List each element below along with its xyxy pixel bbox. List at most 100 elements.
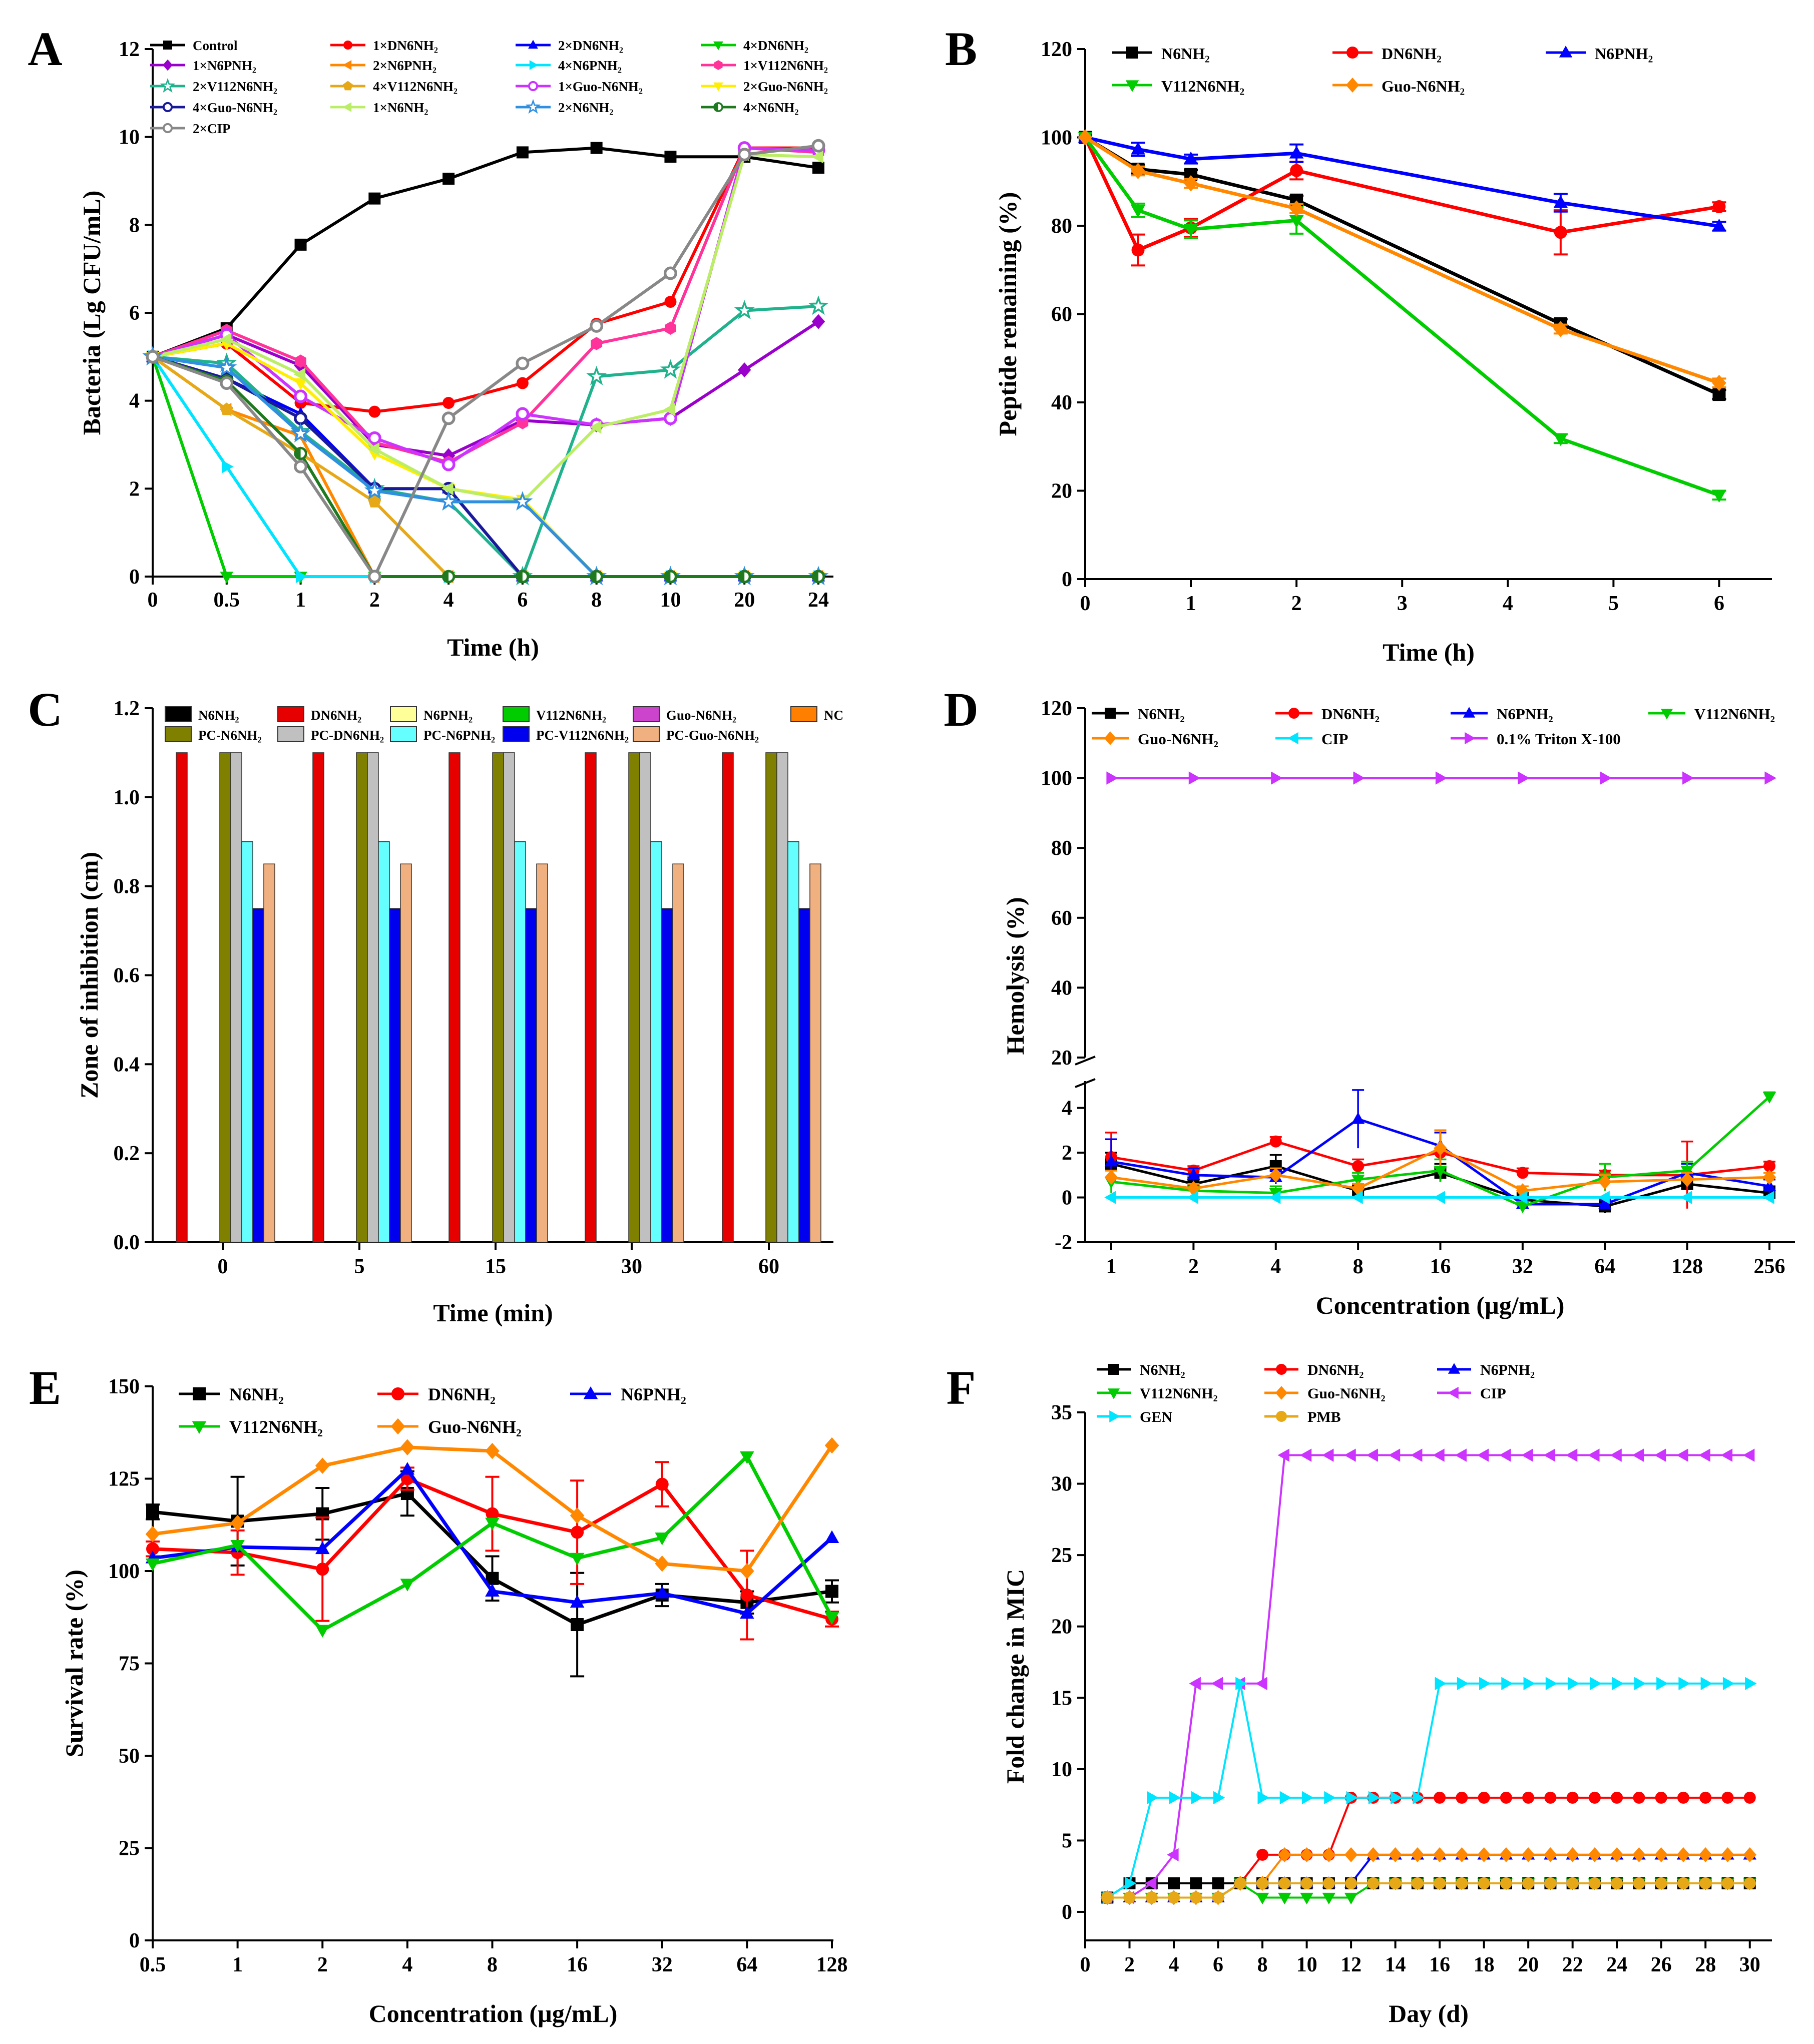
legend-item: N6NH₂ — [179, 1384, 284, 1404]
legend-label: DN6NH₂ — [311, 708, 361, 723]
data-point — [1712, 200, 1726, 214]
data-point — [1346, 1791, 1358, 1805]
data-point — [1300, 1892, 1313, 1905]
data-point — [586, 365, 607, 385]
x-tick-label: 6 — [1213, 1953, 1223, 1976]
legend-item: PC-N6PNH₂ — [390, 726, 495, 743]
data-point — [571, 1525, 584, 1539]
data-point — [825, 1585, 838, 1598]
bar — [722, 752, 734, 1243]
legend-item: DN6NH₂ — [277, 706, 361, 723]
data-point — [1434, 1166, 1447, 1178]
y-axis-label: Peptide remaining (%) — [994, 192, 1022, 436]
data-point — [1499, 1847, 1513, 1862]
data-point — [1145, 1891, 1158, 1904]
data-point — [368, 405, 381, 418]
series-line — [1107, 1882, 1750, 1899]
x-tick-label: 64 — [1594, 1255, 1615, 1278]
data-point — [1699, 1791, 1712, 1804]
legend-label: DN6NH₂ — [1307, 1362, 1364, 1378]
y-tick-label: 12 — [119, 38, 140, 61]
data-point — [1345, 1877, 1357, 1889]
y-tick-label: 0.6 — [114, 964, 140, 987]
data-point — [367, 442, 379, 456]
data-point — [146, 1542, 159, 1556]
bar — [263, 863, 275, 1243]
y-tick-label: 8 — [129, 214, 140, 237]
series-9 — [252, 908, 810, 1243]
y-tick-label: 6 — [129, 302, 140, 325]
legend-item: 1×N6NH₂ — [330, 100, 428, 115]
data-point — [1610, 1847, 1624, 1862]
data-point — [1183, 224, 1198, 237]
legend-item: 1×V112N6NH₂ — [701, 58, 828, 73]
legend-label: PC-Guo-N6NH₂ — [666, 728, 759, 743]
data-point — [442, 397, 455, 409]
y-tick-label: 0.0 — [114, 1231, 140, 1254]
data-point — [1389, 1847, 1402, 1862]
y-axis-label: Fold change in MIC — [1001, 1569, 1029, 1784]
legend-label: V112N6NH₂ — [536, 708, 606, 723]
legend-item: 4×Guo-N6NH₂ — [150, 100, 277, 115]
data-point — [1682, 771, 1694, 785]
data-point — [1544, 1877, 1557, 1889]
data-point — [1186, 1191, 1198, 1204]
legend-label: PC-N6PNH₂ — [423, 728, 495, 743]
data-point — [1212, 1891, 1224, 1904]
series-3 — [1078, 132, 1726, 503]
data-point — [367, 570, 381, 584]
data-point — [1351, 1181, 1365, 1196]
x-tick-label: 16 — [1429, 1953, 1450, 1976]
x-tick-label: 5 — [1608, 592, 1619, 615]
legend-swatch — [277, 706, 304, 722]
series-1 — [146, 1461, 839, 1641]
data-point — [1654, 1847, 1668, 1862]
data-point — [570, 1507, 585, 1524]
data-point — [1743, 1791, 1756, 1804]
series-line — [152, 144, 819, 580]
x-tick-label: 0 — [1080, 592, 1091, 615]
x-axis-label: Time (h) — [1383, 638, 1475, 666]
bar — [367, 752, 379, 1243]
legend-label: 4×N6NH₂ — [743, 100, 798, 115]
data-point — [1190, 1877, 1202, 1889]
bar — [503, 752, 515, 1243]
data-point — [591, 571, 597, 582]
legend-item: PC-Guo-N6NH₂ — [633, 726, 759, 743]
bar — [400, 863, 412, 1243]
data-point — [145, 1558, 160, 1572]
data-point — [364, 480, 385, 500]
data-point — [1598, 1197, 1612, 1209]
legend-label: CIP — [1321, 730, 1348, 748]
x-tick-label: 6 — [517, 589, 528, 612]
data-point — [1435, 1677, 1447, 1690]
data-point — [1268, 1191, 1281, 1204]
x-tick-label: 2 — [1124, 1953, 1135, 1976]
data-point — [1289, 200, 1304, 217]
data-point — [1278, 1892, 1291, 1905]
data-point — [1389, 1877, 1402, 1889]
data-point — [1553, 321, 1568, 337]
legend-label: V112N6NH₂ — [1694, 705, 1775, 723]
data-point — [1388, 1448, 1401, 1462]
legend-label: N6PNH₂ — [1480, 1362, 1535, 1378]
x-tick-label: 1 — [295, 589, 306, 612]
data-point — [1367, 1877, 1380, 1889]
series-line — [152, 355, 818, 578]
data-point — [1568, 1677, 1580, 1690]
data-point — [400, 1579, 415, 1592]
data-point — [1764, 771, 1776, 785]
data-point — [1455, 1448, 1467, 1462]
data-point — [1763, 1160, 1775, 1172]
data-point — [220, 402, 233, 415]
data-point — [1500, 1877, 1512, 1889]
data-point — [516, 356, 530, 370]
series-6 — [1102, 1677, 1757, 1904]
data-point — [294, 238, 307, 251]
data-point — [1300, 1877, 1313, 1889]
y-tick-label: 20 — [1051, 480, 1072, 503]
data-point — [660, 359, 681, 379]
data-point — [1301, 1791, 1314, 1805]
data-point — [438, 491, 459, 511]
data-point — [591, 337, 603, 350]
